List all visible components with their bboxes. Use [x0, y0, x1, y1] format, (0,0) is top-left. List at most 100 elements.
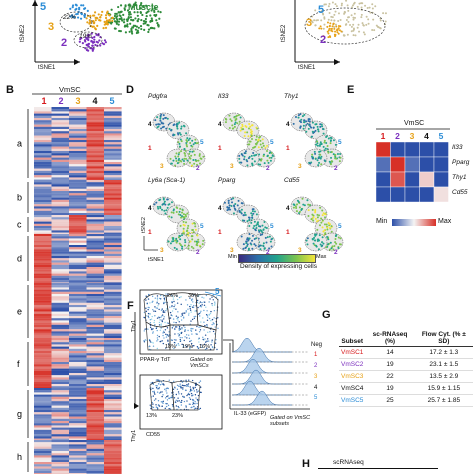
panel-b-heat-cell — [69, 320, 87, 323]
panel-b-heat-cell — [104, 366, 122, 369]
panel-b-heat-cell — [34, 215, 52, 218]
feature-plot-cell-dot — [170, 211, 173, 214]
flow-event-dot — [162, 310, 165, 312]
panel-e-heat-cell — [390, 141, 406, 158]
feature-plot-cell-dot — [316, 159, 319, 162]
panel-b-heat-cell — [104, 362, 122, 365]
feature-plot-cell-dot — [318, 224, 321, 227]
feature-plot-cell-dot — [301, 207, 304, 210]
feature-plot-cell-dot — [313, 236, 316, 239]
panel-b-heat-cell — [51, 462, 70, 465]
feature-plot-cell-dot — [324, 212, 327, 215]
flow-event-dot — [166, 308, 169, 310]
feature-plot-cell-dot — [252, 151, 255, 154]
flow-event-dot — [158, 405, 161, 407]
vmsc2-cell-dot — [90, 32, 93, 35]
feature-plot-cell-dot — [317, 130, 320, 133]
tsne-right-cell-dot — [314, 9, 317, 12]
panel-b-heat-cell — [69, 366, 87, 369]
flow-event-dot — [158, 324, 161, 326]
flow-event-dot — [160, 294, 162, 297]
panel-b-heat-cell — [69, 470, 87, 474]
panel-b-heat-cell — [104, 232, 122, 235]
feature-plot-cell-dot — [187, 247, 190, 250]
feature-plot-cell-dot — [316, 125, 319, 128]
panel-b-heat-cell — [104, 223, 122, 227]
vmsc3-cell-dot — [99, 19, 102, 22]
feature-plot-cell-dot — [189, 141, 192, 144]
panel-b-heat-cell — [69, 195, 87, 198]
panel-b-heat-cell — [69, 184, 87, 187]
feature-plot-cell-dot — [191, 150, 194, 153]
feature-plot-cell-dot — [263, 247, 266, 250]
panel-b-heat-cell — [34, 368, 52, 371]
feature-plot-cell-dot — [233, 116, 236, 119]
panel-b-heat-cell — [69, 234, 87, 237]
flow-event-dot — [193, 317, 196, 319]
panel-b-heat-cell — [86, 249, 105, 252]
panel-b-heat-cell — [34, 390, 52, 393]
panel-b-heat-cell — [34, 113, 52, 116]
panel-b-heat-cell — [34, 226, 52, 229]
panel-b-heat-cell — [51, 168, 70, 171]
panel-b-heat-cell — [86, 199, 105, 203]
feature-plot-cell-dot — [257, 139, 260, 142]
feature-plot-cell-dot — [176, 207, 179, 210]
panel-b-heat-cell — [104, 311, 122, 314]
feature-plot-cell-dot — [321, 244, 324, 247]
muscle-cell-dot — [119, 30, 122, 33]
feature-plot-cell-dot — [334, 143, 337, 146]
flow-event-dot — [183, 384, 185, 387]
feature-plot-cell-dot — [336, 157, 339, 160]
flow-event-dot — [177, 333, 179, 335]
muscle-cell-dot — [145, 14, 148, 18]
flow-event-dot — [187, 334, 190, 336]
panel-b-heat-cell — [69, 226, 87, 229]
panel-b-heat-cell — [104, 126, 122, 130]
panel-b-heat-cell — [69, 124, 87, 127]
feature-plot-cell-dot — [172, 124, 175, 127]
flow-event-dot — [169, 311, 172, 314]
panel-b-heat-cell — [69, 364, 87, 367]
feature-plot-cell-dot — [266, 236, 269, 239]
flow-event-dot — [143, 341, 146, 343]
feature-plot-cell-dot — [311, 213, 314, 216]
panel-b-heat-cell — [34, 202, 52, 205]
panel-b-heat-cell — [34, 300, 52, 303]
panel-b-heat-cell — [69, 140, 87, 143]
tsne-right-cell-dot — [327, 5, 330, 8]
flow-event-dot — [213, 317, 215, 319]
feature-plot-cluster-4: 4 — [286, 121, 290, 128]
feature-plot-cell-dot — [182, 216, 185, 219]
feature-plot-cell-dot — [260, 159, 263, 162]
panel-d-legend-max: Max — [316, 254, 327, 260]
panel-b-heat-cell — [51, 368, 70, 371]
feature-plot-cell-dot — [194, 142, 197, 145]
tsne-right-cell-dot — [347, 16, 350, 19]
feature-plot-cell-dot — [316, 228, 319, 231]
panel-b-heat-cell — [34, 204, 52, 207]
flowcyt-cell: 25.7 ± 1.85 — [414, 394, 473, 407]
panel-d-legend-caption: Density of expressing cells — [240, 263, 317, 270]
panel-b-heat-cell — [34, 238, 52, 241]
feature-plot-cell-dot — [235, 114, 238, 117]
flow-event-dot — [196, 391, 198, 393]
flow-event-dot — [180, 319, 183, 321]
panel-b-row-group-e: e — [17, 307, 22, 317]
feature-plot-cell-dot — [238, 209, 241, 212]
panel-b-heat-cell — [51, 278, 70, 281]
flow-event-dot — [196, 301, 199, 304]
panel-b-heat-cell — [104, 351, 122, 354]
panel-b-heat-cell — [104, 208, 122, 211]
flow-event-dot — [178, 329, 180, 331]
panel-b-heat-cells — [34, 107, 122, 474]
panel-b-heat-cell — [69, 333, 87, 336]
panel-e-legend-max: Max — [438, 218, 452, 225]
feature-plot-cell-dot — [298, 120, 301, 123]
feature-plot-cell-dot — [251, 216, 254, 219]
feature-plot-cell-dot — [183, 152, 186, 155]
feature-plot-cell-dot — [252, 208, 255, 211]
flow-event-dot — [190, 306, 192, 308]
flow-event-dot — [209, 312, 212, 315]
panel-b-heat-cell — [69, 410, 87, 413]
